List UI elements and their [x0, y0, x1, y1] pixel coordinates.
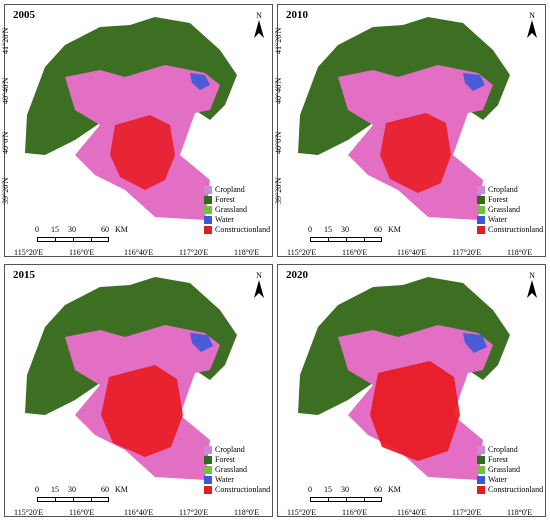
- scale-bar: 0 15 30 60 KM: [33, 485, 143, 505]
- north-arrow-icon: [527, 280, 537, 298]
- scale-bar: 0 15 30 60 KM: [306, 225, 416, 245]
- construction-region: [110, 115, 175, 190]
- north-arrow-icon: [254, 280, 264, 298]
- beijing-landuse-map: [25, 17, 237, 220]
- scale-unit: KM: [115, 225, 128, 234]
- legend-item-constructionland: Constructionland: [204, 225, 270, 235]
- lat-label: 41°20'N: [1, 27, 10, 54]
- year-label: 2020: [286, 269, 308, 281]
- north-arrow-icon: [527, 20, 537, 38]
- lat-label: 39°20'N: [1, 177, 10, 204]
- lon-axis: 115°20'E 116°0'E 116°40'E 117°20'E 118°0…: [287, 248, 533, 257]
- lon-axis: 115°20'E 116°0'E 116°40'E 117°20'E 118°0…: [14, 508, 260, 517]
- legend: Cropland Forest Grassland Water Construc…: [477, 445, 543, 495]
- lat-label: 40°0'N: [1, 131, 10, 154]
- north-arrow: N: [525, 271, 539, 305]
- water-region: [190, 73, 210, 90]
- legend-item-cropland: Cropland: [204, 185, 270, 195]
- north-arrow: N: [252, 11, 266, 45]
- north-arrow: N: [525, 11, 539, 45]
- north-arrow: N: [252, 271, 266, 305]
- scale-tick: 0: [35, 225, 39, 234]
- legend: Cropland Forest Grassland Water Construc…: [477, 185, 543, 235]
- map-panel-2005: 2005 N Cropland Forest Grassland Water C…: [4, 4, 273, 257]
- scale-tick: 30: [68, 225, 76, 234]
- year-label: 2015: [13, 269, 35, 281]
- legend: Cropland Forest Grassland Water Construc…: [204, 445, 270, 495]
- beijing-landuse-map: [25, 277, 237, 480]
- north-arrow-icon: [254, 20, 264, 38]
- legend: Cropland Forest Grassland Water Construc…: [204, 185, 270, 235]
- scale-tick: 15: [51, 225, 59, 234]
- scale-bar: 0 15 30 60 KM: [306, 485, 416, 505]
- beijing-landuse-map: [298, 17, 510, 220]
- year-label: 2010: [286, 9, 308, 21]
- map-panel-2020: 2020 N Cropland Forest Grassland Water C…: [277, 264, 546, 517]
- legend-item-grassland: Grassland: [204, 205, 270, 215]
- scale-tick: 60: [101, 225, 109, 234]
- legend-item-forest: Forest: [204, 195, 270, 205]
- lon-axis: 115°20'E 116°0'E 116°40'E 117°20'E 118°0…: [14, 248, 260, 257]
- legend-item-water: Water: [204, 215, 270, 225]
- map-panel-2010: 2010 N Cropland Forest Grassland Water C…: [277, 4, 546, 257]
- scale-bar: 0 15 30 60 KM: [33, 225, 143, 245]
- beijing-landuse-map: [298, 277, 510, 480]
- map-panel-2015: 2015 N Cropland Forest Grassland Water C…: [4, 264, 273, 517]
- north-label: N: [256, 11, 262, 20]
- year-label: 2005: [13, 9, 35, 21]
- lon-axis: 115°20'E 116°0'E 116°40'E 117°20'E 118°0…: [287, 508, 533, 517]
- lat-label: 40°40'N: [1, 77, 10, 104]
